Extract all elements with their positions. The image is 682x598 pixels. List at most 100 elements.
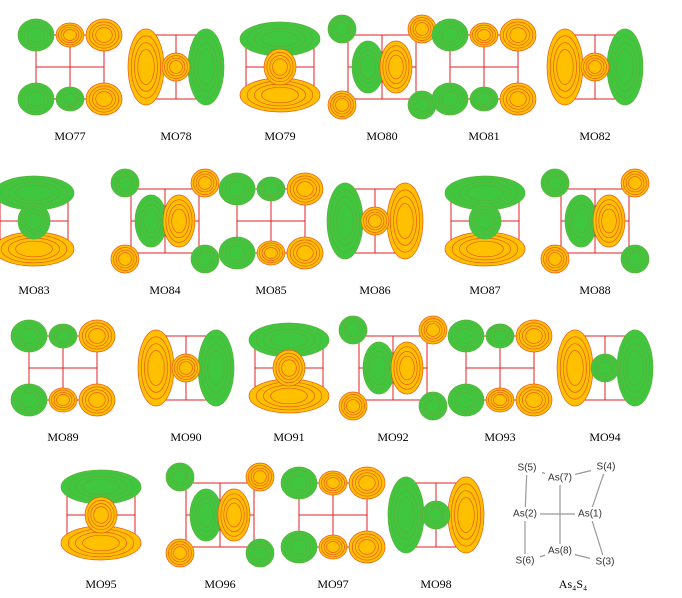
orbital-lobe [198, 252, 212, 266]
atom-bg [545, 544, 575, 558]
orbital-lobe [466, 240, 504, 258]
orbital-image [110, 168, 220, 274]
atom-bg [590, 555, 620, 569]
orbital-lobe [360, 54, 376, 80]
orbital-lobe [88, 392, 106, 408]
orbital-image [10, 319, 116, 417]
panel-label: MO98 [420, 577, 451, 591]
orbital-lobe [88, 328, 106, 344]
orbital-lobe [509, 91, 527, 107]
panel-label: MO79 [264, 129, 295, 143]
orbital-lobe [143, 208, 159, 234]
orbital-image [327, 14, 437, 120]
atom-label: As(2) [513, 509, 537, 520]
orbital-image [540, 168, 650, 274]
atom-bg [591, 460, 621, 474]
orbital-lobe [601, 208, 617, 234]
orbital-lobe [335, 22, 349, 36]
orbital-image [239, 21, 321, 113]
orbital-lobe [336, 203, 354, 239]
atom-bg [510, 507, 540, 521]
orbital-lobe [399, 355, 415, 381]
orbital-lobe [261, 86, 299, 104]
orbital-lobe [415, 98, 429, 112]
panel-label: MO92 [377, 430, 408, 444]
orbital-lobe [368, 214, 382, 228]
orbital-lobe [169, 60, 183, 74]
orbital-lobe [137, 49, 155, 85]
orbital-lobe [457, 328, 475, 344]
orbital-lobe [171, 208, 187, 234]
atom-bg [575, 507, 605, 521]
orbital-lobe [253, 546, 267, 560]
orbital-image [556, 329, 654, 407]
orbital-lobe [477, 29, 491, 41]
atom-label: As(1) [578, 509, 602, 520]
orbital-lobe [477, 93, 491, 105]
orbital-image [280, 466, 386, 564]
orbital-lobe [548, 176, 562, 190]
orbital-image [0, 175, 75, 267]
orbital-lobe [281, 359, 297, 377]
orbital-lobe [147, 350, 165, 386]
orbital-lobe [95, 91, 113, 107]
orbital-lobe [179, 361, 193, 375]
orbital-lobe [371, 355, 387, 381]
orbital-lobe [15, 240, 53, 258]
atom-label: S(6) [516, 556, 535, 567]
orbital-lobe [415, 22, 429, 36]
orbital-lobe [264, 183, 278, 195]
panel-label: MO95 [85, 577, 116, 591]
orbital-lobe [27, 91, 45, 107]
panel-label: MO88 [579, 283, 610, 297]
orbital-image [326, 182, 424, 260]
orbital-lobe [63, 29, 77, 41]
orbital-lobe [56, 330, 70, 342]
panel-label: MO82 [579, 129, 610, 143]
orbital-image [444, 175, 526, 267]
panel-label: MO94 [589, 430, 620, 444]
panel-label: MO85 [255, 283, 286, 297]
orbital-lobe [616, 49, 634, 85]
orbital-lobe [588, 60, 602, 74]
orbital-lobe [270, 331, 308, 349]
orbital-lobe [173, 470, 187, 484]
orbital-lobe [493, 330, 507, 342]
orbital-lobe [397, 497, 415, 533]
orbital-lobe [573, 208, 589, 234]
orbital-lobe [198, 502, 214, 528]
orbital-lobe [626, 350, 644, 386]
orbital-lobe [93, 506, 109, 524]
orbital-image [546, 28, 644, 106]
atom-label: As(8) [548, 546, 572, 557]
atom-label: S(4) [597, 462, 616, 473]
orbital-lobe [441, 27, 459, 43]
orbital-image [338, 315, 448, 421]
orbital-lobe [270, 387, 308, 405]
orbital-image [127, 28, 225, 106]
orbital-lobe [335, 98, 349, 112]
panel-label: MO91 [273, 430, 304, 444]
orbital-lobe [346, 323, 360, 337]
orbital-lobe [26, 212, 42, 230]
panel-label: MO93 [484, 430, 515, 444]
orbital-image [431, 18, 537, 116]
orbital-lobe [358, 539, 376, 555]
orbital-lobe [228, 245, 246, 261]
orbital-lobe [82, 478, 120, 496]
orbital-lobe [15, 184, 53, 202]
bond [589, 513, 606, 563]
orbital-lobe [290, 539, 308, 555]
orbital-lobe [326, 541, 340, 553]
orbital-lobe [566, 350, 584, 386]
atom-label: S(5) [518, 463, 537, 474]
orbital-image [218, 172, 324, 270]
orbital-lobe [556, 49, 574, 85]
atom-bg [510, 554, 540, 568]
bond [589, 466, 607, 515]
panel-label: MO87 [469, 283, 500, 297]
orbital-lobe [20, 392, 38, 408]
orbital-lobe [426, 399, 440, 413]
orbital-lobe [457, 392, 475, 408]
orbital-lobe [548, 252, 562, 266]
